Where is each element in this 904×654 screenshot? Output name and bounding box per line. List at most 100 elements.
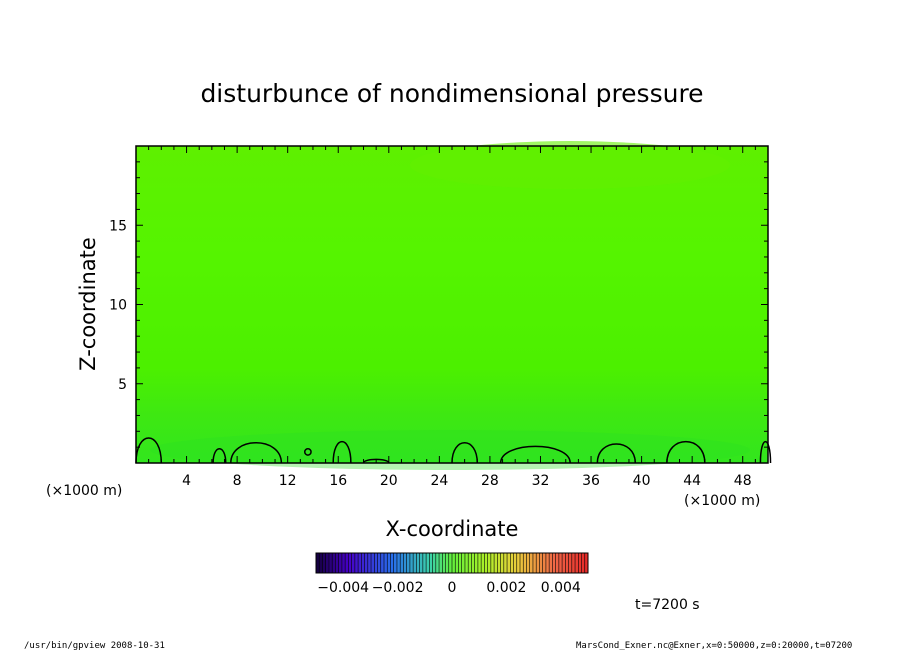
colorbar-swatch — [354, 553, 359, 573]
colorbar-swatch — [571, 553, 576, 573]
colorbar-swatch — [520, 553, 524, 573]
colorbar-swatch — [416, 553, 420, 573]
colorbar-swatch — [562, 553, 566, 573]
colorbar-swatch — [532, 553, 537, 573]
colorbar-swatch — [497, 553, 501, 573]
x-tick-label: 4 — [182, 473, 191, 489]
x-tick-label: 20 — [380, 473, 398, 489]
colorbar-swatch — [458, 553, 462, 573]
colorbar-swatch — [568, 553, 572, 573]
colorbar-swatch — [325, 553, 329, 573]
x-tick-label: 24 — [430, 473, 448, 489]
colorbar-tick-label: −0.002 — [372, 580, 424, 596]
colorbar-swatch — [448, 553, 452, 573]
colorbar-swatch — [426, 553, 430, 573]
colorbar-swatch — [393, 553, 397, 573]
colorbar-swatch — [474, 553, 478, 573]
colorbar-swatch — [484, 553, 488, 573]
colorbar-swatch — [384, 553, 388, 573]
colorbar-swatch — [494, 553, 498, 573]
heatmap-patch-lower — [150, 430, 750, 470]
colorbar-swatch — [481, 553, 485, 573]
x-tick-label: 48 — [734, 473, 752, 489]
colorbar-swatch — [432, 553, 436, 573]
colorbar-swatch — [429, 553, 433, 573]
footer-right: MarsCond_Exner.nc@Exner,x=0:50000,z=0:20… — [576, 641, 853, 651]
colorbar-swatch — [371, 553, 375, 573]
colorbar-tick-label: 0 — [448, 580, 457, 596]
x-unit-label-right: (×1000 m) — [684, 493, 760, 509]
colorbar-swatch — [374, 553, 378, 573]
colorbar-swatch — [558, 553, 563, 573]
y-tick-label: 5 — [118, 377, 127, 393]
colorbar-swatch — [529, 553, 533, 573]
x-unit-label-left: (×1000 m) — [46, 483, 122, 499]
y-tick-label: 15 — [109, 218, 127, 234]
colorbar-swatch — [487, 553, 491, 573]
footer-left: /usr/bin/gpview 2008-10-31 — [24, 641, 165, 651]
colorbar-swatch — [348, 553, 352, 573]
colorbar-swatch — [468, 553, 472, 573]
colorbar-swatch — [536, 553, 540, 573]
colorbar-swatch — [549, 553, 553, 573]
y-tick-label: 10 — [109, 298, 127, 314]
colorbar-swatch — [575, 553, 579, 573]
colorbar-swatch — [510, 553, 514, 573]
colorbar-tick-label: 0.002 — [486, 580, 526, 596]
colorbar-swatch — [396, 553, 401, 573]
colorbar-swatch — [445, 553, 449, 573]
colorbar-swatch — [316, 553, 320, 573]
colorbar-swatch — [503, 553, 508, 573]
x-tick-label: 12 — [279, 473, 297, 489]
colorbar-swatch — [322, 553, 326, 573]
colorbar-tick-label: 0.004 — [541, 580, 581, 596]
colorbar-swatch — [584, 553, 588, 573]
colorbar-swatch — [552, 553, 556, 573]
chart-title: disturbunce of nondimensional pressure — [200, 79, 703, 108]
colorbar-swatch — [332, 553, 336, 573]
x-tick-label: 36 — [582, 473, 600, 489]
x-tick-label: 32 — [532, 473, 550, 489]
colorbar-swatch — [461, 553, 465, 573]
x-tick-label: 40 — [633, 473, 651, 489]
zero-contour — [135, 437, 772, 464]
colorbar-swatch — [338, 553, 342, 573]
x-tick-label: 8 — [233, 473, 242, 489]
colorbar-swatch — [581, 553, 585, 573]
colorbar-swatch — [500, 553, 504, 573]
x-tick-label: 16 — [329, 473, 347, 489]
plot-frame — [135, 145, 769, 464]
colorbar-swatch — [523, 553, 527, 573]
colorbar-swatch — [406, 553, 410, 573]
colorbar-swatch — [419, 553, 423, 573]
colorbar-swatch — [452, 553, 456, 573]
colorbar-frame — [315, 552, 589, 574]
y-axis-label: Z-coordinate — [76, 237, 100, 371]
colorbar-swatch — [358, 553, 362, 573]
colorbar-swatch — [526, 553, 530, 573]
colorbar-swatch — [364, 553, 368, 573]
colorbar-swatch — [409, 553, 414, 573]
colorbar-swatch — [490, 553, 495, 573]
colorbar-swatch — [539, 553, 543, 573]
colorbar-swatch — [319, 553, 323, 573]
x-tick-label: 28 — [481, 473, 499, 489]
colorbar-swatch — [545, 553, 550, 573]
colorbar-tick-label: −0.004 — [317, 580, 369, 596]
colorbar-swatch — [380, 553, 384, 573]
colorbar-swatch — [367, 553, 372, 573]
heatmap-patch-upper — [410, 141, 730, 189]
x-ticks: 4 8 12 16 20 24 28 32 36 40 44 48 — [148, 146, 756, 489]
colorbar-swatch — [507, 553, 511, 573]
colorbar-tick-labels: −0.004 −0.002 0 0.002 0.004 — [317, 580, 581, 596]
x-tick-label: 44 — [683, 473, 701, 489]
colorbar-swatch — [361, 553, 365, 573]
colorbar-swatch — [377, 553, 381, 573]
colorbar — [315, 552, 589, 574]
colorbar-swatch — [578, 553, 582, 573]
heatmap-field — [136, 146, 768, 463]
colorbar-swatch — [435, 553, 440, 573]
colorbar-swatch — [555, 553, 559, 573]
